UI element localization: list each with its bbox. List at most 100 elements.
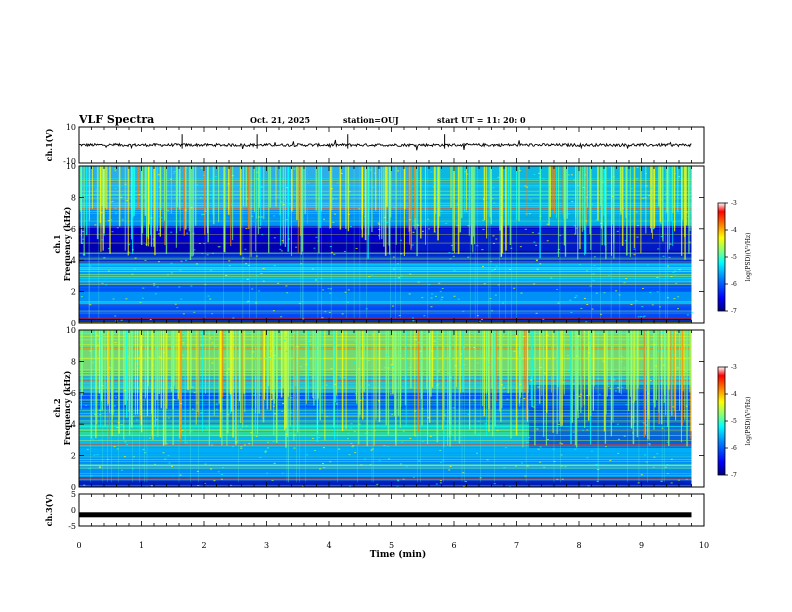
spectrogram-speckle (646, 264, 649, 266)
spectrogram-speckle (439, 450, 442, 452)
spectrogram-speckle (643, 315, 646, 317)
spectrogram-speckle (691, 311, 694, 313)
spectrogram-speckle (393, 207, 396, 209)
spectrogram-speckle (311, 376, 314, 378)
spectrogram-speckle (660, 236, 663, 238)
spectrogram-speckle (616, 423, 619, 425)
spectrogram-speckle (617, 438, 620, 440)
spectrogram-speckle (473, 347, 476, 349)
spectrogram-speckle (138, 387, 141, 389)
spectrogram-speckle (584, 174, 587, 176)
spectrogram-speckle (515, 416, 518, 418)
spectrogram-speckle (96, 340, 99, 342)
spectrogram-speckle (245, 425, 248, 427)
spectrogram-speckle (83, 484, 86, 486)
spectrogram-speckle (448, 469, 451, 471)
spectrogram-speckle (270, 399, 273, 401)
spectrogram-speckle (116, 227, 119, 229)
spectrogram-speckle (493, 268, 496, 270)
spectrogram-speckle (582, 429, 585, 431)
ch2-spectrogram-image (79, 330, 704, 488)
spectrogram-speckle (597, 268, 600, 270)
spectrogram-speckle (340, 172, 343, 174)
spectrogram-speckle (632, 401, 635, 403)
spectrogram-speckle (212, 331, 215, 333)
spectrogram-speckle (107, 270, 110, 272)
spectrogram-speckle (179, 474, 182, 476)
spectrogram-speckle (191, 386, 194, 388)
spectrogram-speckle (89, 350, 92, 352)
spectrogram-speckle (566, 355, 569, 357)
spectrogram-speckle (397, 170, 400, 172)
spectrogram-speckle (182, 313, 185, 315)
spectrogram-speckle (593, 256, 596, 258)
spectrogram-speckle (339, 376, 342, 378)
spectrogram-speckle (677, 342, 680, 344)
spectrogram-speckle (127, 356, 130, 358)
spectrogram-speckle (408, 345, 411, 347)
spectrogram-speckle (348, 191, 351, 193)
spectrogram-speckle (417, 342, 420, 344)
spectrogram-speckle (364, 215, 367, 217)
spectrogram-speckle (397, 480, 400, 482)
spectrogram-speckle (127, 223, 130, 225)
spectrogram-speckle (355, 247, 358, 249)
spectrogram-speckle (99, 336, 102, 338)
spectrogram-speckle (329, 288, 332, 290)
spectrogram-speckle (234, 420, 237, 422)
spectrogram-speckle (570, 311, 573, 313)
spectrogram-speckle (433, 197, 436, 199)
spectrogram-speckle (578, 396, 581, 398)
spectrogram-speckle (364, 458, 367, 460)
spectrogram-speckle (536, 268, 539, 270)
spectrogram-speckle (431, 293, 434, 295)
x-tick-label: 9 (639, 541, 644, 550)
spectrogram-speckle (595, 292, 598, 294)
spectrogram-speckle (575, 295, 578, 297)
figure-title: VLF Spectra (78, 113, 154, 126)
spectrogram-speckle (258, 227, 261, 229)
spectrogram-speckle (500, 384, 503, 386)
spectrogram-speckle (204, 283, 207, 285)
spectrogram-speckle (213, 206, 216, 208)
spectrogram-speckle (202, 174, 205, 176)
spectrogram-speckle (157, 261, 160, 263)
spectrogram-speckle (580, 307, 583, 309)
spectrogram-speckle (573, 225, 576, 227)
spectrogram-speckle (452, 407, 455, 409)
spectrogram-band (79, 304, 692, 319)
spectrogram-speckle (333, 213, 336, 215)
spectrogram-speckle (375, 369, 378, 371)
spectrogram-speckle (528, 213, 531, 215)
spectrogram-speckle (413, 225, 416, 227)
spectrogram-speckle (206, 254, 209, 256)
spectrogram-speckle (414, 434, 417, 436)
spectrogram-speckle (335, 403, 338, 405)
spectrogram-speckle (210, 269, 213, 271)
spectrogram-speckle (543, 372, 546, 374)
spectrogram-speckle (178, 437, 181, 439)
spectrogram-speckle (137, 352, 140, 354)
spectrogram-speckle (240, 166, 243, 168)
spectrogram-speckle (673, 221, 676, 223)
spectrogram-speckle (322, 289, 325, 291)
spectrogram-speckle (508, 268, 511, 270)
spectrogram-speckle (600, 313, 603, 315)
spectrogram-speckle (185, 167, 188, 169)
spectrogram-speckle (280, 316, 283, 318)
spectrogram-speckle (433, 186, 436, 188)
spectrogram-speckle (277, 196, 280, 198)
spectrogram-speckle (533, 283, 536, 285)
spectrogram-speckle (535, 260, 538, 262)
spectrogram-speckle (667, 265, 670, 267)
spectrogram-speckle (282, 203, 285, 205)
spectrogram-speckle (539, 367, 542, 369)
spectrogram-speckle (469, 347, 472, 349)
spectrogram-speckle (256, 171, 259, 173)
spectrogram-speckle (88, 468, 91, 470)
spectrogram-speckle (513, 337, 516, 339)
spectrogram-speckle (231, 203, 234, 205)
spectrogram-speckle (536, 380, 539, 382)
spectrogram-speckle (260, 272, 263, 274)
spectrogram-speckle (653, 344, 656, 346)
